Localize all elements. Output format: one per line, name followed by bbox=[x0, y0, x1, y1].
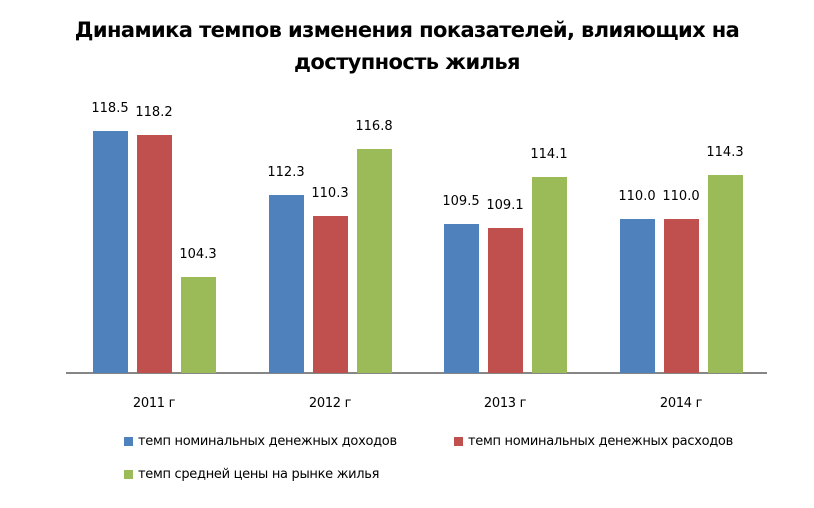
data-label: 118.5 bbox=[91, 101, 129, 116]
bar-expense-2013 bbox=[488, 228, 523, 373]
bar-expense-2012 bbox=[313, 216, 348, 373]
legend-label-income: темп номинальных денежных доходов bbox=[138, 434, 397, 449]
x-tick-label: 2013 г bbox=[483, 396, 527, 411]
bar-expense-2014 bbox=[664, 219, 699, 373]
bar-income-2013 bbox=[444, 224, 479, 373]
bar-housing-2013 bbox=[532, 177, 567, 373]
chart-title-line-2: доступность жилья bbox=[294, 50, 521, 74]
x-tick-label: 2014 г bbox=[659, 396, 703, 411]
data-label: 112.3 bbox=[267, 165, 305, 180]
x-tick-label: 2011 г bbox=[132, 396, 176, 411]
data-label: 110.0 bbox=[662, 189, 700, 204]
legend-label-expense: темп номинальных денежных расходов bbox=[468, 434, 733, 449]
legend-swatch-red-icon bbox=[454, 437, 463, 446]
legend-swatch-blue-icon bbox=[124, 437, 133, 446]
data-label: 116.8 bbox=[355, 119, 393, 134]
data-label: 110.3 bbox=[311, 186, 349, 201]
legend-label-housing: темп средней цены на рынке жилья bbox=[138, 467, 380, 482]
bar-housing-2011 bbox=[181, 277, 216, 373]
bar-income-2011 bbox=[93, 131, 128, 373]
data-label: 114.1 bbox=[530, 147, 568, 162]
legend-item-expense: темп номинальных денежных расходов bbox=[454, 434, 733, 449]
data-label: 114.3 bbox=[706, 145, 744, 160]
bar-income-2012 bbox=[269, 195, 304, 373]
data-label: 109.5 bbox=[442, 194, 480, 209]
bar-housing-2012 bbox=[357, 149, 392, 373]
bar-housing-2014 bbox=[708, 175, 743, 373]
chart-title: Динамика темпов изменения показателей, в… bbox=[0, 14, 814, 78]
data-label: 118.2 bbox=[135, 105, 173, 120]
bar-income-2014 bbox=[620, 219, 655, 373]
chart-title-line-1: Динамика темпов изменения показателей, в… bbox=[74, 18, 740, 42]
legend-item-income: темп номинальных денежных доходов bbox=[124, 434, 397, 449]
legend-item-housing: темп средней цены на рынке жилья bbox=[124, 467, 379, 482]
x-tick-label: 2012 г bbox=[308, 396, 352, 411]
data-label: 104.3 bbox=[179, 247, 217, 262]
bar-expense-2011 bbox=[137, 135, 172, 373]
data-label: 110.0 bbox=[618, 189, 656, 204]
data-label: 109.1 bbox=[486, 198, 524, 213]
x-axis-line bbox=[66, 372, 767, 374]
legend-swatch-green-icon bbox=[124, 470, 133, 479]
